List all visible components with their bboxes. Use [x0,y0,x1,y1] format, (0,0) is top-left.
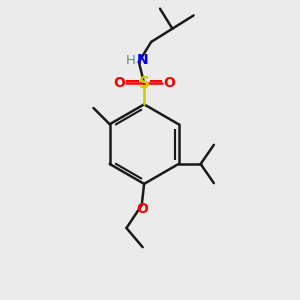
Text: N: N [136,53,148,67]
Text: O: O [163,76,175,90]
Text: O: O [136,202,148,217]
Text: O: O [113,76,125,90]
Text: S: S [139,76,150,91]
Text: H: H [126,54,136,67]
